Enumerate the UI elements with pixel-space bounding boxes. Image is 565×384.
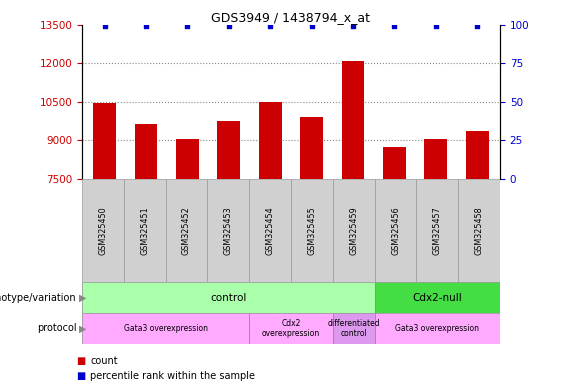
Bar bbox=[375, 313, 500, 344]
Bar bbox=[416, 179, 458, 282]
Text: count: count bbox=[90, 356, 118, 366]
Bar bbox=[249, 313, 333, 344]
Point bbox=[183, 23, 192, 30]
Bar bbox=[134, 124, 158, 179]
Bar bbox=[259, 102, 282, 179]
Bar bbox=[176, 139, 199, 179]
Bar bbox=[207, 179, 249, 282]
Bar bbox=[218, 121, 240, 179]
Text: GSM325450: GSM325450 bbox=[98, 206, 107, 255]
Bar bbox=[342, 61, 364, 179]
Point bbox=[307, 23, 316, 30]
Bar bbox=[93, 103, 116, 179]
Text: Cdx2-null: Cdx2-null bbox=[412, 293, 462, 303]
Bar bbox=[82, 313, 249, 344]
Text: ▶: ▶ bbox=[79, 293, 86, 303]
Bar bbox=[249, 179, 291, 282]
Text: Gata3 overexpression: Gata3 overexpression bbox=[396, 324, 479, 333]
Text: Gata3 overexpression: Gata3 overexpression bbox=[124, 324, 207, 333]
Point bbox=[266, 23, 275, 30]
Point bbox=[473, 23, 482, 30]
Bar bbox=[166, 179, 207, 282]
Text: GSM325457: GSM325457 bbox=[433, 206, 442, 255]
Text: ■: ■ bbox=[76, 371, 85, 381]
Text: GSM325451: GSM325451 bbox=[140, 206, 149, 255]
Text: GSM325454: GSM325454 bbox=[266, 206, 275, 255]
Bar bbox=[375, 282, 500, 313]
Bar bbox=[424, 139, 447, 179]
Text: ■: ■ bbox=[76, 356, 85, 366]
Point bbox=[390, 23, 399, 30]
Text: ▶: ▶ bbox=[79, 323, 86, 333]
Bar bbox=[458, 179, 500, 282]
Point bbox=[224, 23, 233, 30]
Point bbox=[431, 23, 440, 30]
Point bbox=[142, 23, 151, 30]
Bar bbox=[383, 147, 406, 179]
Point bbox=[349, 23, 358, 30]
Text: GSM325456: GSM325456 bbox=[391, 206, 400, 255]
Bar bbox=[333, 179, 375, 282]
Text: percentile rank within the sample: percentile rank within the sample bbox=[90, 371, 255, 381]
Text: GSM325455: GSM325455 bbox=[307, 206, 316, 255]
Bar bbox=[82, 282, 375, 313]
Point bbox=[100, 23, 109, 30]
Bar bbox=[291, 179, 333, 282]
Text: control: control bbox=[210, 293, 246, 303]
Text: GSM325458: GSM325458 bbox=[475, 206, 484, 255]
Bar bbox=[333, 313, 375, 344]
Text: GSM325459: GSM325459 bbox=[349, 206, 358, 255]
Text: GSM325452: GSM325452 bbox=[182, 206, 191, 255]
Bar bbox=[375, 179, 416, 282]
Text: differentiated
control: differentiated control bbox=[327, 319, 380, 338]
Bar bbox=[466, 131, 489, 179]
Text: Cdx2
overexpression: Cdx2 overexpression bbox=[262, 319, 320, 338]
Bar bbox=[300, 117, 323, 179]
Text: genotype/variation: genotype/variation bbox=[0, 293, 76, 303]
Text: protocol: protocol bbox=[37, 323, 76, 333]
Text: GSM325453: GSM325453 bbox=[224, 206, 233, 255]
Bar bbox=[124, 179, 166, 282]
Bar bbox=[82, 179, 124, 282]
Title: GDS3949 / 1438794_x_at: GDS3949 / 1438794_x_at bbox=[211, 11, 371, 24]
